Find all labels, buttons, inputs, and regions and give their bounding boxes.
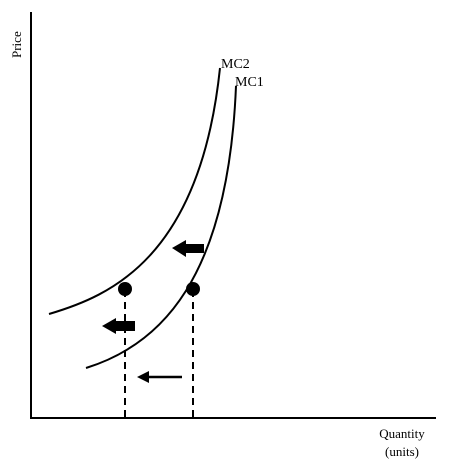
shift-arrow-middle xyxy=(102,318,135,334)
shift-arrow-upper xyxy=(172,240,204,257)
mc1-curve xyxy=(85,85,237,369)
mc2-label: MC2 xyxy=(221,57,250,72)
mc2-point xyxy=(118,282,132,296)
mc1-point xyxy=(186,282,200,296)
y-axis-label: Price xyxy=(9,31,24,58)
x-axis-unit-label: (units) xyxy=(385,444,419,459)
mc2-curve xyxy=(48,67,221,315)
x-axis-label: Quantity xyxy=(379,426,425,441)
mc1-label: MC1 xyxy=(235,75,264,90)
quantity-arrow-head xyxy=(137,371,149,383)
